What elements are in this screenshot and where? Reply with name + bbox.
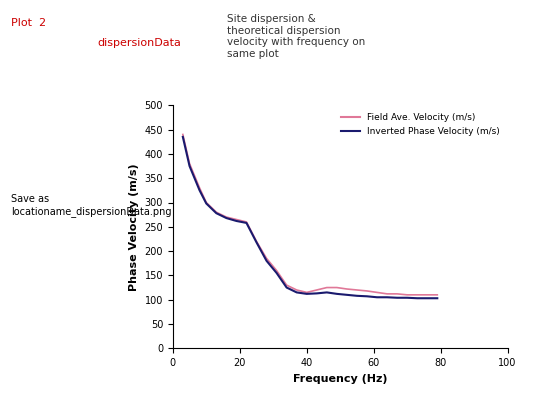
Field Ave. Velocity (m/s) xyxy=(273,268,280,273)
Field Ave. Velocity (m/s) xyxy=(223,215,230,220)
Inverted Phase Velocity (m/s) xyxy=(203,201,210,206)
Field Ave. Velocity (m/s) xyxy=(384,292,390,296)
Inverted Phase Velocity (m/s) xyxy=(334,292,340,296)
Field Ave. Velocity (m/s) xyxy=(197,185,203,190)
Field Ave. Velocity (m/s) xyxy=(334,285,340,290)
Field Ave. Velocity (m/s) xyxy=(213,210,220,215)
Field Ave. Velocity (m/s) xyxy=(394,292,400,296)
Y-axis label: Phase Velocity (m/s): Phase Velocity (m/s) xyxy=(129,163,139,291)
Field Ave. Velocity (m/s) xyxy=(323,285,330,290)
Inverted Phase Velocity (m/s) xyxy=(264,258,270,263)
Field Ave. Velocity (m/s) xyxy=(243,220,249,224)
Text: Save as
locationame_dispersionData.png: Save as locationame_dispersionData.png xyxy=(11,194,171,217)
Field Ave. Velocity (m/s) xyxy=(203,200,210,205)
Inverted Phase Velocity (m/s) xyxy=(424,296,430,301)
Field Ave. Velocity (m/s) xyxy=(293,288,300,292)
Text: Site dispersion &
theoretical dispersion
velocity with frequency on
same plot: Site dispersion & theoretical dispersion… xyxy=(227,14,365,59)
Inverted Phase Velocity (m/s) xyxy=(293,290,300,295)
Field Ave. Velocity (m/s) xyxy=(424,292,430,297)
Field Ave. Velocity (m/s) xyxy=(364,288,370,293)
Field Ave. Velocity (m/s) xyxy=(233,217,240,222)
Field Ave. Velocity (m/s) xyxy=(414,292,421,297)
Field Ave. Velocity (m/s) xyxy=(314,288,320,292)
Field Ave. Velocity (m/s) xyxy=(404,292,410,297)
Field Ave. Velocity (m/s) xyxy=(303,290,310,295)
Inverted Phase Velocity (m/s) xyxy=(253,240,260,245)
Text: dispersionData: dispersionData xyxy=(97,38,181,49)
X-axis label: Frequency (Hz): Frequency (Hz) xyxy=(293,373,388,384)
Inverted Phase Velocity (m/s) xyxy=(243,220,249,225)
Inverted Phase Velocity (m/s) xyxy=(223,215,230,220)
Inverted Phase Velocity (m/s) xyxy=(303,292,310,296)
Field Ave. Velocity (m/s) xyxy=(354,288,360,292)
Inverted Phase Velocity (m/s) xyxy=(434,296,441,301)
Inverted Phase Velocity (m/s) xyxy=(374,295,380,300)
Line: Field Ave. Velocity (m/s): Field Ave. Velocity (m/s) xyxy=(183,134,437,295)
Inverted Phase Velocity (m/s) xyxy=(384,295,390,300)
Inverted Phase Velocity (m/s) xyxy=(314,291,320,296)
Field Ave. Velocity (m/s) xyxy=(343,287,350,292)
Inverted Phase Velocity (m/s) xyxy=(323,290,330,295)
Legend: Field Ave. Velocity (m/s), Inverted Phase Velocity (m/s): Field Ave. Velocity (m/s), Inverted Phas… xyxy=(338,110,503,140)
Inverted Phase Velocity (m/s) xyxy=(394,295,400,300)
Inverted Phase Velocity (m/s) xyxy=(404,295,410,300)
Field Ave. Velocity (m/s) xyxy=(264,256,270,261)
Inverted Phase Velocity (m/s) xyxy=(180,134,186,139)
Inverted Phase Velocity (m/s) xyxy=(343,292,350,297)
Field Ave. Velocity (m/s) xyxy=(253,239,260,244)
Field Ave. Velocity (m/s) xyxy=(180,132,186,137)
Field Ave. Velocity (m/s) xyxy=(186,161,193,166)
Inverted Phase Velocity (m/s) xyxy=(233,219,240,224)
Inverted Phase Velocity (m/s) xyxy=(284,285,290,290)
Field Ave. Velocity (m/s) xyxy=(284,283,290,288)
Inverted Phase Velocity (m/s) xyxy=(414,296,421,301)
Inverted Phase Velocity (m/s) xyxy=(354,293,360,298)
Inverted Phase Velocity (m/s) xyxy=(186,164,193,168)
Field Ave. Velocity (m/s) xyxy=(434,292,441,297)
Inverted Phase Velocity (m/s) xyxy=(273,271,280,275)
Inverted Phase Velocity (m/s) xyxy=(197,188,203,193)
Field Ave. Velocity (m/s) xyxy=(374,290,380,295)
Line: Inverted Phase Velocity (m/s): Inverted Phase Velocity (m/s) xyxy=(183,137,437,298)
Inverted Phase Velocity (m/s) xyxy=(213,211,220,215)
Inverted Phase Velocity (m/s) xyxy=(364,294,370,299)
Text: Plot  2: Plot 2 xyxy=(11,18,46,28)
